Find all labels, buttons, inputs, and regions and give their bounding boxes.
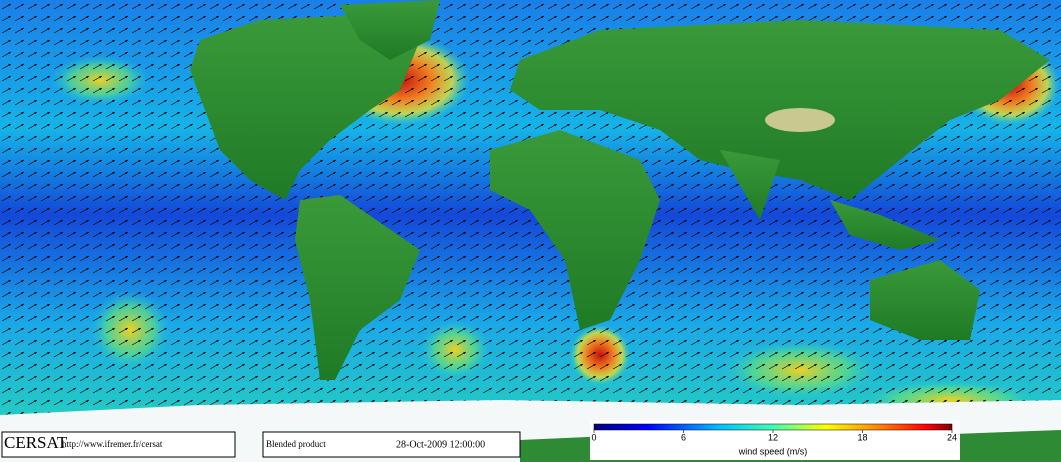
colorbar-tick-label: 12 xyxy=(768,432,778,442)
colorbar-tick-label: 6 xyxy=(681,432,686,442)
colorbar-tick-label: 18 xyxy=(857,432,867,442)
logo-box xyxy=(1,431,236,458)
colorbar-tick-label: 0 xyxy=(591,432,596,442)
colorbar-label: wind speed (m/s) xyxy=(738,446,808,456)
colorbar xyxy=(593,423,953,431)
product: Blended product xyxy=(266,439,326,449)
logo: CERSAT xyxy=(4,433,68,452)
land xyxy=(190,0,1050,380)
info-box xyxy=(262,431,521,458)
colorbar-tick-label: 24 xyxy=(947,432,957,442)
url: http://www.ifremer.fr/cersat xyxy=(62,439,163,449)
date: 28-Oct-2009 12:00:00 xyxy=(396,439,485,450)
